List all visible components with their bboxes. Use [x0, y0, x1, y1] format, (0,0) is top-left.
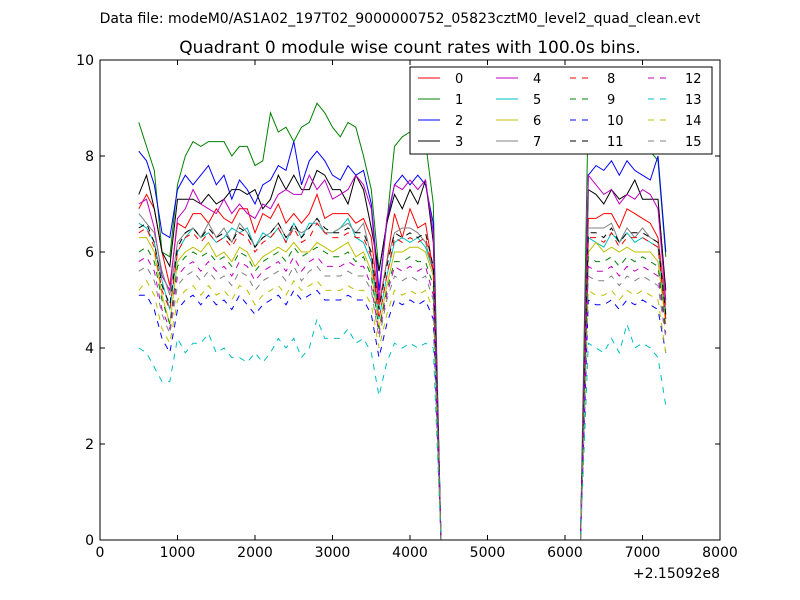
legend-box — [409, 66, 713, 155]
series-line-11 — [138, 217, 667, 541]
plot-lines — [138, 102, 667, 541]
legend-label-6: 6 — [533, 114, 541, 129]
series-line-13 — [138, 317, 667, 541]
x-tick-label: 3000 — [315, 545, 351, 561]
x-tick-label: 1000 — [160, 545, 196, 561]
legend-label-4: 4 — [533, 72, 541, 87]
chart-suptitle: Data file: modeM0/AS1A02_197T02_90000007… — [100, 11, 701, 27]
legend-label-8: 8 — [607, 72, 615, 87]
legend-label-7: 7 — [533, 135, 541, 150]
legend-label-13: 13 — [685, 93, 702, 108]
y-tick-label: 4 — [85, 341, 94, 357]
legend-label-9: 9 — [607, 93, 615, 108]
series-line-15 — [138, 265, 667, 541]
x-offset-label: +2.15092e8 — [633, 566, 720, 582]
y-tick-label: 2 — [85, 437, 94, 453]
x-tick-label: 4000 — [392, 545, 428, 561]
x-tick-label: 8000 — [702, 545, 738, 561]
legend-label-1: 1 — [455, 93, 463, 108]
x-tick-label: 6000 — [547, 545, 583, 561]
y-tick-label: 8 — [85, 149, 94, 165]
series-line-14 — [138, 279, 667, 541]
x-tick-label: 0 — [96, 545, 105, 561]
y-tick-label: 10 — [76, 53, 94, 69]
x-tick-label: 5000 — [470, 545, 506, 561]
y-tick-label: 6 — [85, 245, 94, 261]
legend-label-5: 5 — [533, 93, 541, 108]
series-line-4 — [138, 173, 667, 541]
x-tick-label: 2000 — [237, 545, 273, 561]
chart-title: Quadrant 0 module wise count rates with … — [179, 38, 640, 58]
y-tick-label: 0 — [85, 533, 94, 549]
legend-label-12: 12 — [685, 72, 702, 87]
legend-label-14: 14 — [685, 114, 702, 129]
legend-label-3: 3 — [455, 135, 463, 150]
x-tick-label: 7000 — [625, 545, 661, 561]
legend-label-10: 10 — [607, 114, 624, 129]
legend-label-0: 0 — [455, 72, 463, 87]
legend-label-2: 2 — [455, 114, 463, 129]
legend-label-11: 11 — [607, 135, 624, 150]
legend-label-15: 15 — [685, 135, 702, 150]
